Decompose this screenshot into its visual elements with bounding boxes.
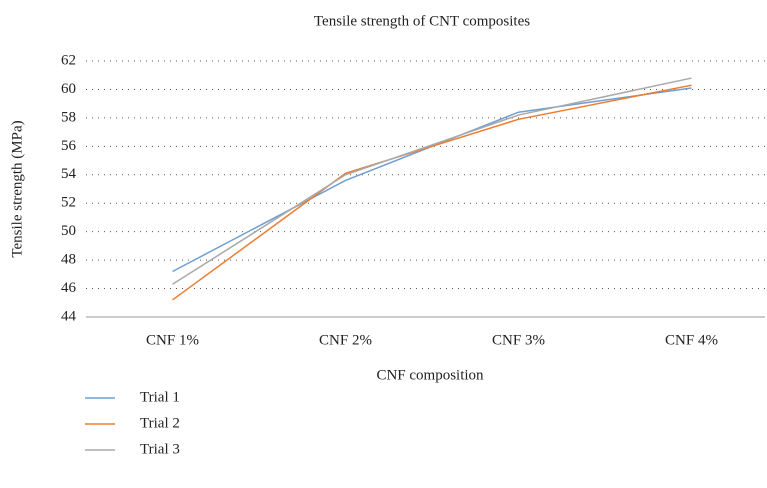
y-tick-label: 60	[61, 81, 76, 97]
y-tick-label: 62	[61, 52, 76, 68]
y-tick-label: 48	[61, 252, 76, 268]
y-tick-label: 44	[61, 308, 77, 324]
line-series	[172, 77, 692, 285]
x-axis-label: CNF composition	[376, 367, 484, 383]
y-tick-label: 58	[61, 109, 76, 125]
y-tick-label: 50	[61, 223, 76, 239]
x-tick-label: CNF 3%	[492, 332, 545, 348]
x-tick-label: CNF 4%	[665, 332, 718, 348]
y-tick-label: 54	[61, 166, 77, 182]
y-tick-label: 52	[61, 195, 76, 211]
y-axis-label: Tensile strength (MPa)	[9, 120, 25, 257]
legend-label: Trial 2	[140, 415, 180, 431]
line-series	[172, 84, 692, 301]
x-tick-label: CNF 2%	[319, 332, 372, 348]
legend-label: Trial 1	[140, 389, 180, 405]
y-tick-label: 56	[61, 138, 77, 154]
x-tick-label: CNF 1%	[146, 332, 199, 348]
legend-label: Trial 3	[140, 441, 180, 457]
chart-title: Tensile strength of CNT composites	[314, 13, 530, 29]
y-tick-label: 46	[61, 280, 77, 296]
line-series	[172, 87, 692, 273]
